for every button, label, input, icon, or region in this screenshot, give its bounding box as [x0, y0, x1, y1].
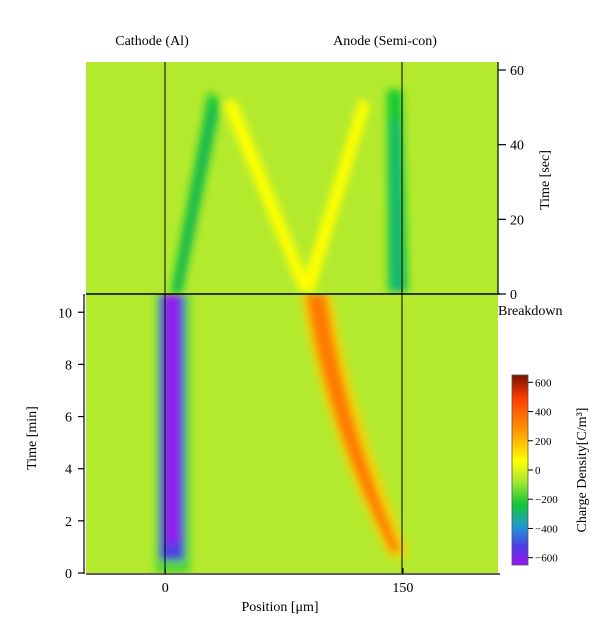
top-y-ticks: 0 20 40 60	[498, 64, 524, 303]
heatmap-bottom-background	[86, 294, 498, 573]
colorbar-tick-label: −600	[535, 553, 558, 565]
bottom-y-tick-label: 4	[65, 463, 72, 478]
colorbar-tick-label: 400	[535, 407, 552, 419]
bottom-y-tick-label: 10	[58, 306, 72, 321]
colorbar: 600 400 200 0 −200 −400 −600 Charge Density[C/…	[511, 374, 590, 566]
colorbar-label: Charge Density[C/m³]	[575, 408, 590, 533]
colorbar-tick-label: 0	[535, 465, 541, 477]
feature-top-right-positive-band	[300, 98, 370, 292]
bottom-y-axis-label: Time [min]	[25, 406, 40, 470]
colorbar-tick-label: −400	[535, 523, 558, 535]
bottom-y-tick-label: 6	[65, 411, 72, 426]
colorbar-tick-label: 200	[535, 436, 552, 448]
breakdown-annotation: Breakdown	[498, 304, 563, 319]
heatmap-bottom-panel	[86, 294, 498, 573]
colorbar-ticks: 600 400 200 0 −200 −400 −600	[528, 377, 558, 565]
x-tick-label: 0	[162, 581, 169, 596]
bottom-y-tick-label: 2	[65, 515, 72, 530]
x-tick-label: 150	[392, 581, 413, 596]
feature-bottom-positive-band	[306, 294, 400, 553]
top-y-tick-label: 20	[510, 213, 524, 228]
heatmap-top-panel	[86, 62, 498, 294]
cathode-label: Cathode (Al)	[115, 34, 189, 49]
feature-top-anode-negative-core	[392, 120, 402, 292]
top-y-tick-label: 40	[510, 139, 524, 154]
colorbar-tick-label: −200	[535, 494, 558, 506]
bottom-y-tick-label: 0	[65, 567, 72, 582]
feature-bottom-negative-core	[166, 294, 178, 544]
bottom-y-tick-label: 8	[65, 358, 72, 373]
x-axis-label: Position [μm]	[241, 600, 318, 615]
feature-top-cathode-negative-core	[174, 104, 216, 294]
top-y-axis-label: Time [sec]	[538, 150, 553, 210]
top-y-tick-label: 0	[510, 288, 517, 303]
colorbar-tick-label: 600	[535, 377, 552, 389]
anode-label: Anode (Semi-con)	[333, 34, 437, 49]
top-y-tick-label: 60	[510, 64, 524, 79]
colorbar-gradient	[511, 374, 529, 566]
bottom-y-ticks: 0 2 4 6 8 10	[58, 306, 84, 582]
feature-top-left-positive-band	[222, 100, 310, 292]
x-ticks: 0 150	[162, 568, 413, 596]
